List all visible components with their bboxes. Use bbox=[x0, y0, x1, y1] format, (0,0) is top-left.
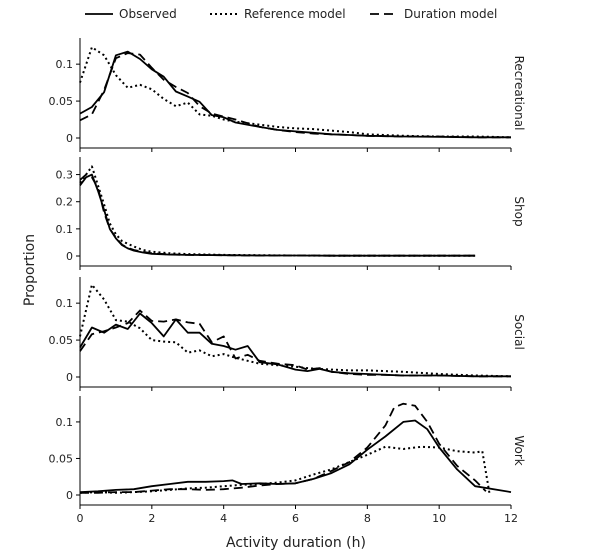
series-line-reference-model bbox=[79, 165, 476, 257]
x-tick-label: 12 bbox=[504, 512, 518, 525]
panel-recreational: 0 0.05 0.1 Recreational bbox=[49, 38, 526, 152]
y-tick-label: 0.1 bbox=[56, 223, 74, 236]
y-tick-label: 0.05 bbox=[49, 334, 74, 347]
y-tick-label: 0.3 bbox=[56, 169, 74, 182]
panel-shop: 0 0.1 0.2 0.3 Shop bbox=[56, 157, 526, 270]
y-tick-label: 0.05 bbox=[49, 452, 74, 465]
legend-label: Reference model bbox=[244, 7, 346, 21]
legend-label: Observed bbox=[119, 7, 177, 21]
series-line-duration-model bbox=[80, 402, 487, 494]
y-tick-label: 0 bbox=[66, 132, 73, 145]
y-tick-label: 0.05 bbox=[49, 95, 74, 108]
y-tick-label: 0.1 bbox=[56, 297, 74, 310]
series-line-duration-model bbox=[79, 309, 511, 378]
y-tick-label: 0.2 bbox=[56, 196, 74, 209]
panel-label-shop: Shop bbox=[512, 196, 526, 226]
series-line-duration-model bbox=[79, 52, 511, 139]
legend-label: Duration model bbox=[404, 7, 497, 21]
y-tick-label: 0 bbox=[66, 371, 73, 384]
y-tick-label: 0 bbox=[66, 489, 73, 502]
x-axis-label: Activity duration (h) bbox=[226, 535, 366, 550]
series-line-observed bbox=[79, 50, 511, 139]
legend: Observed Reference model Duration model bbox=[85, 7, 497, 21]
series-line-reference-model bbox=[79, 283, 512, 378]
x-tick-label: 8 bbox=[364, 512, 371, 525]
x-tick-label: 6 bbox=[292, 512, 299, 525]
y-tick-label: 0.1 bbox=[56, 58, 74, 71]
series-line-observed bbox=[79, 312, 511, 378]
panel-work: 0 0.05 0.1 Work bbox=[49, 396, 526, 509]
x-tick-label: 0 bbox=[77, 512, 84, 525]
panel-label-recreational: Recreational bbox=[512, 56, 526, 131]
legend-item-reference-model: Reference model bbox=[210, 7, 346, 21]
legend-item-duration-model: Duration model bbox=[370, 7, 497, 21]
x-tick-label: 10 bbox=[432, 512, 446, 525]
series-line-reference-model bbox=[79, 445, 491, 494]
legend-item-observed: Observed bbox=[85, 7, 177, 21]
panels: 00.050.1 Recreational00.10.20.3Shop00.050… bbox=[49, 38, 526, 509]
series-line-observed bbox=[79, 173, 476, 257]
x-tick-label: 2 bbox=[148, 512, 155, 525]
series-line-observed bbox=[79, 419, 512, 493]
series-line-reference-model bbox=[79, 46, 512, 139]
panel-social: 0 0.05 0.1 Social bbox=[49, 277, 526, 391]
series-line-duration-model bbox=[79, 173, 476, 257]
y-tick-label: 0.1 bbox=[56, 416, 74, 429]
x-tick-label: 4 bbox=[220, 512, 227, 525]
x-axis: 0 2 4 6 8 10 12 bbox=[77, 512, 519, 525]
y-axis-label: Proportion bbox=[22, 234, 38, 306]
panel-label-social: Social bbox=[512, 314, 526, 350]
panel-label-work: Work bbox=[512, 435, 526, 465]
y-tick-label: 0 bbox=[66, 250, 73, 263]
